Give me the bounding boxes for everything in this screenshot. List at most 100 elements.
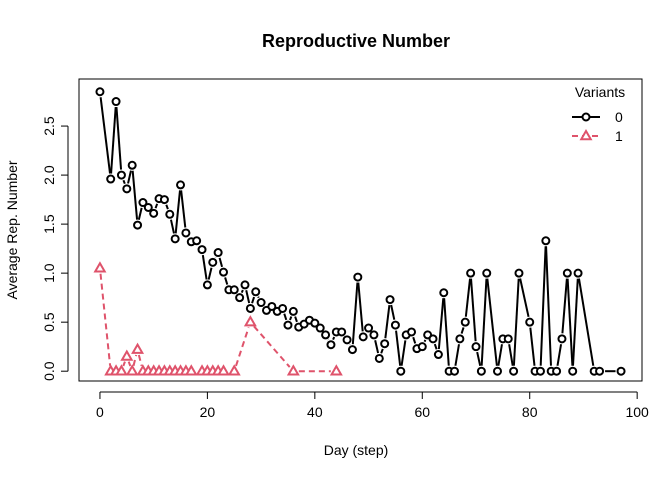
series-0-segment [476, 351, 482, 367]
series-1-point [93, 261, 107, 273]
legend: Variants 01 [572, 84, 625, 144]
series-0-segment [390, 304, 396, 320]
x-tick-label: 20 [200, 404, 216, 420]
series-0-segment [374, 340, 380, 354]
x-axis: 0 20 40 60 80 100 [96, 391, 649, 420]
series-0-segment [433, 343, 438, 350]
series-0-segment [464, 278, 472, 317]
series-0-segment [529, 327, 536, 366]
series-1-point [131, 342, 145, 354]
y-tick-label: 2.0 [41, 165, 57, 185]
series-0-point [122, 184, 132, 194]
series-0-segment [545, 246, 552, 366]
series-1-point [184, 364, 198, 376]
series-0-point [256, 298, 266, 308]
y-axis: 0.0 0.5 1.0 1.5 2.0 2.5 [41, 116, 69, 381]
series-0-segment [486, 278, 498, 366]
series-0-point [369, 330, 379, 340]
series-0-point [460, 317, 470, 327]
series-1-segment [99, 273, 112, 366]
series-0-point [396, 366, 406, 376]
series-0 [95, 87, 626, 376]
series-0-segment [218, 257, 224, 268]
y-tick-label: 0.0 [41, 361, 57, 381]
series-0-point [471, 342, 481, 352]
series-0-point [428, 334, 438, 344]
series-0-segment [454, 344, 460, 366]
series-0-point [192, 236, 202, 246]
legend-marker-1 [579, 128, 593, 141]
series-1-point [125, 364, 139, 376]
series-1-segment [127, 361, 132, 367]
series-0-point [509, 366, 519, 376]
x-tick-label: 0 [96, 404, 104, 420]
series-0-segment [423, 339, 427, 343]
series-0-segment [99, 97, 112, 174]
series-0-point [245, 303, 255, 313]
series-0-point [562, 268, 572, 278]
series-1 [93, 261, 343, 376]
series-0-segment [395, 330, 402, 366]
series-0-segment [251, 296, 256, 304]
series-0-point [374, 353, 384, 363]
series-0-segment [351, 282, 359, 345]
series-0-point [208, 257, 218, 267]
series-0-point [450, 366, 460, 376]
chart-title: Reproductive Number [262, 31, 450, 51]
y-tick-label: 2.5 [41, 116, 57, 136]
series-0-segment [201, 254, 208, 280]
series-0-point [127, 160, 137, 170]
series-0-point [235, 293, 245, 303]
series-0-segment [508, 344, 514, 366]
series-0-segment [169, 219, 175, 234]
series-0-point [616, 366, 626, 376]
series-layer [93, 87, 626, 376]
x-tick-label: 40 [307, 404, 323, 420]
series-0-point [466, 268, 476, 278]
series-0-point [310, 318, 320, 328]
series-0-point [482, 268, 492, 278]
series-1-segment [235, 327, 250, 367]
series-0-segment [480, 278, 488, 366]
series-0-point [541, 236, 551, 246]
series-0-point [240, 280, 250, 290]
series-1-point [286, 364, 300, 376]
series-0-point [342, 335, 352, 345]
series-0-point [219, 267, 229, 277]
series-0-point [380, 339, 390, 349]
series-0-point [390, 320, 400, 330]
legend-label-0: 0 [615, 109, 623, 125]
series-0-segment [165, 204, 169, 210]
series-0-point [492, 366, 502, 376]
series-0-segment [294, 316, 298, 323]
series-0-point [433, 350, 443, 360]
series-0-segment [556, 344, 563, 366]
series-0-segment [180, 190, 187, 228]
y-axis-label: Average Rep. Number [4, 160, 20, 299]
series-0-point [181, 228, 191, 238]
series-0-point [407, 327, 417, 337]
series-0-point [251, 287, 261, 297]
series-0-segment [131, 170, 139, 220]
series-1-point [227, 364, 241, 376]
series-0-segment [127, 170, 132, 184]
series-0-segment [154, 203, 159, 209]
series-0-segment [539, 246, 547, 366]
series-0-segment [512, 278, 520, 366]
series-0-point [278, 303, 288, 313]
series-0-point [595, 366, 605, 376]
series-0-segment [332, 336, 336, 341]
series-0-point [197, 245, 207, 255]
series-1-point [329, 364, 343, 376]
series-0-segment [245, 290, 251, 304]
series-0-point [159, 195, 169, 205]
series-1-point [120, 349, 134, 361]
series-0-segment [437, 298, 445, 350]
series-0-point [573, 268, 583, 278]
series-0-segment [207, 267, 213, 280]
series-1-point [114, 364, 128, 376]
y-tick-label: 0.5 [41, 312, 57, 332]
series-0-segment [122, 179, 126, 185]
series-0-point [503, 334, 513, 344]
series-0-segment [470, 278, 477, 342]
